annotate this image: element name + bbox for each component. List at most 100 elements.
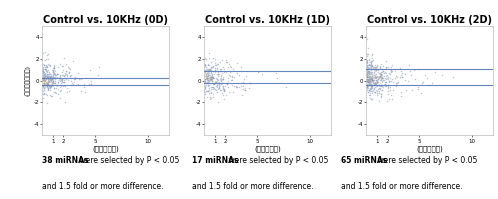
- Point: [39, 77, 47, 81]
- Point: [383, 74, 391, 77]
- Point: [202, 72, 210, 75]
- Point: [237, 65, 245, 68]
- X-axis label: (평균발현값): (평균발현값): [92, 145, 119, 152]
- Point: [385, 98, 393, 101]
- Point: [369, 78, 376, 81]
- Point: [366, 80, 374, 83]
- Point: [368, 68, 375, 71]
- Point: [50, 67, 58, 70]
- Point: [366, 62, 374, 65]
- Point: [365, 88, 373, 91]
- Point: [50, 86, 58, 90]
- Point: [364, 53, 372, 56]
- Point: [39, 83, 47, 86]
- Point: [211, 87, 219, 90]
- Point: [202, 73, 210, 76]
- Point: [205, 63, 213, 66]
- Point: [67, 84, 75, 87]
- Point: [42, 67, 50, 70]
- Point: [40, 83, 48, 87]
- Point: [229, 75, 237, 79]
- Point: [46, 77, 54, 80]
- Point: [219, 78, 227, 81]
- Point: [220, 97, 228, 100]
- Point: [46, 75, 54, 78]
- Point: [48, 78, 56, 81]
- Point: [367, 86, 374, 89]
- Point: [365, 75, 373, 78]
- Point: [363, 61, 371, 64]
- Point: [41, 75, 49, 78]
- Point: [60, 74, 68, 77]
- Point: [377, 77, 385, 80]
- Point: [205, 84, 213, 87]
- Point: [217, 80, 225, 83]
- Point: [367, 84, 374, 87]
- Point: [47, 74, 55, 77]
- Point: [391, 69, 399, 72]
- Point: [50, 73, 58, 76]
- Point: [378, 64, 386, 67]
- Point: [369, 81, 377, 84]
- Point: [363, 78, 371, 81]
- Point: [369, 77, 376, 80]
- Point: [64, 66, 72, 69]
- Point: [62, 69, 70, 72]
- Point: [364, 79, 372, 82]
- Point: [49, 66, 57, 69]
- Point: [44, 79, 52, 83]
- Point: [58, 74, 66, 77]
- Point: [44, 83, 52, 86]
- Point: [202, 76, 210, 79]
- Point: [204, 67, 212, 70]
- Point: [367, 71, 375, 74]
- Point: [219, 86, 227, 89]
- Point: [45, 70, 53, 73]
- Point: [374, 70, 381, 74]
- Point: [377, 77, 385, 80]
- Point: [49, 79, 57, 82]
- Point: [43, 101, 51, 104]
- Point: [40, 72, 48, 75]
- Point: [206, 76, 214, 80]
- Point: [54, 88, 62, 91]
- Point: [381, 75, 389, 78]
- Point: [381, 66, 389, 69]
- Point: [209, 85, 217, 88]
- Point: [207, 71, 215, 74]
- Point: [419, 80, 427, 83]
- Point: [59, 81, 67, 84]
- Point: [53, 76, 61, 80]
- Point: [201, 86, 209, 89]
- Point: [385, 85, 393, 88]
- Point: [51, 91, 59, 94]
- Point: [366, 76, 374, 79]
- Point: [364, 73, 372, 76]
- Point: [370, 70, 378, 74]
- Point: [214, 62, 222, 65]
- Point: [366, 82, 374, 86]
- Point: [48, 78, 56, 81]
- Point: [388, 69, 396, 72]
- Point: [43, 76, 51, 79]
- Point: [372, 80, 379, 83]
- Point: [376, 73, 384, 76]
- Point: [370, 72, 377, 75]
- Point: [371, 65, 378, 68]
- Point: [201, 71, 209, 74]
- Point: [396, 67, 404, 70]
- Point: [369, 76, 376, 79]
- Point: [382, 80, 390, 83]
- Point: [368, 62, 375, 65]
- Point: [41, 65, 49, 68]
- Point: [46, 75, 54, 78]
- Point: [372, 81, 379, 85]
- Point: [387, 94, 395, 97]
- Point: [205, 86, 213, 90]
- Point: [39, 63, 47, 66]
- Point: [213, 85, 221, 88]
- Text: and 1.5 fold or more difference.: and 1.5 fold or more difference.: [341, 182, 463, 191]
- Point: [377, 74, 385, 77]
- Point: [54, 80, 62, 84]
- Point: [396, 75, 404, 78]
